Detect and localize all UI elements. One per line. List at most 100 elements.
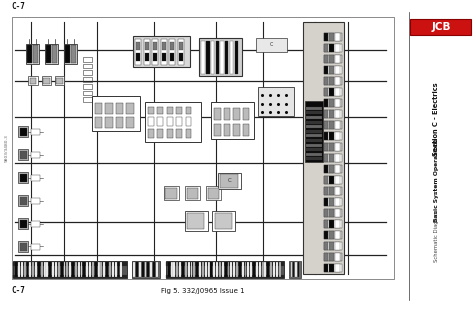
Bar bbox=[233, 124, 240, 136]
Bar bbox=[92, 262, 94, 277]
Bar bbox=[13, 275, 127, 278]
Bar bbox=[176, 107, 182, 113]
Bar bbox=[335, 253, 340, 261]
Bar bbox=[235, 40, 238, 74]
Bar bbox=[335, 242, 340, 250]
Bar bbox=[116, 103, 123, 113]
Bar bbox=[18, 126, 28, 138]
Bar bbox=[135, 39, 141, 66]
Bar bbox=[20, 219, 27, 228]
Bar bbox=[56, 78, 63, 84]
Bar bbox=[132, 260, 160, 278]
Bar bbox=[335, 187, 340, 195]
Bar bbox=[276, 262, 278, 277]
Bar bbox=[335, 44, 340, 52]
Bar bbox=[264, 262, 266, 277]
Bar bbox=[136, 42, 140, 50]
Bar bbox=[187, 214, 204, 229]
Bar bbox=[306, 107, 322, 110]
Bar bbox=[306, 111, 322, 114]
Bar bbox=[43, 78, 50, 84]
Bar bbox=[324, 253, 342, 261]
Bar bbox=[24, 262, 26, 277]
Bar bbox=[148, 117, 154, 126]
Bar bbox=[335, 231, 340, 239]
Bar bbox=[215, 214, 232, 229]
Bar bbox=[324, 110, 328, 118]
Bar bbox=[46, 45, 51, 63]
Bar bbox=[213, 262, 215, 277]
Bar bbox=[324, 209, 328, 217]
Bar bbox=[165, 188, 177, 199]
Bar bbox=[324, 143, 328, 151]
Bar bbox=[31, 152, 40, 158]
Bar bbox=[218, 173, 241, 189]
Bar bbox=[15, 262, 17, 277]
Bar bbox=[324, 99, 328, 107]
Bar bbox=[242, 262, 244, 277]
Bar bbox=[126, 117, 134, 128]
Bar bbox=[329, 110, 334, 118]
Bar bbox=[295, 262, 297, 277]
Text: Section C - Electrics: Section C - Electrics bbox=[433, 82, 439, 156]
Bar bbox=[83, 64, 92, 69]
Text: C: C bbox=[270, 42, 273, 47]
Bar bbox=[324, 44, 342, 52]
Bar bbox=[106, 262, 108, 277]
Bar bbox=[115, 262, 117, 277]
Text: Fig 5. 332/J0965 Issue 1: Fig 5. 332/J0965 Issue 1 bbox=[161, 288, 245, 294]
Bar bbox=[176, 262, 178, 277]
Bar bbox=[335, 66, 340, 74]
Bar bbox=[83, 84, 92, 89]
Bar bbox=[228, 262, 229, 277]
Bar bbox=[145, 262, 146, 277]
Bar bbox=[306, 153, 322, 156]
Bar bbox=[186, 107, 191, 113]
Bar bbox=[10, 16, 396, 280]
Bar bbox=[27, 262, 28, 277]
Bar bbox=[335, 176, 340, 184]
Bar bbox=[20, 243, 27, 251]
Bar bbox=[52, 45, 57, 63]
Bar bbox=[306, 139, 322, 142]
Bar bbox=[18, 149, 28, 160]
Bar bbox=[95, 103, 102, 113]
Bar bbox=[233, 262, 235, 277]
Bar bbox=[324, 154, 342, 162]
Bar bbox=[258, 87, 294, 116]
Bar bbox=[324, 176, 328, 184]
Bar bbox=[83, 97, 92, 102]
Bar bbox=[335, 154, 340, 162]
Bar bbox=[329, 55, 334, 63]
Bar bbox=[145, 102, 201, 142]
Bar bbox=[324, 55, 328, 63]
Bar bbox=[83, 70, 92, 75]
Bar bbox=[64, 44, 77, 64]
Bar bbox=[306, 125, 322, 128]
Bar bbox=[31, 129, 40, 135]
Bar bbox=[329, 66, 334, 74]
Bar bbox=[18, 172, 28, 183]
Bar bbox=[126, 103, 134, 113]
Bar bbox=[95, 117, 102, 128]
Bar bbox=[224, 108, 230, 120]
Bar bbox=[324, 33, 328, 40]
Bar bbox=[65, 45, 70, 63]
Bar bbox=[148, 129, 154, 138]
Bar bbox=[83, 91, 92, 95]
Bar bbox=[179, 262, 181, 277]
Bar bbox=[150, 262, 152, 277]
Bar bbox=[324, 77, 342, 85]
Bar bbox=[179, 42, 183, 50]
Bar bbox=[133, 262, 135, 277]
Bar bbox=[69, 262, 71, 277]
Bar bbox=[335, 198, 340, 206]
Bar bbox=[206, 185, 221, 200]
Bar bbox=[324, 55, 342, 63]
Bar bbox=[306, 144, 322, 146]
Bar bbox=[161, 39, 167, 66]
Bar bbox=[324, 253, 328, 261]
Bar bbox=[225, 262, 227, 277]
Bar bbox=[72, 262, 74, 277]
Bar bbox=[98, 262, 100, 277]
